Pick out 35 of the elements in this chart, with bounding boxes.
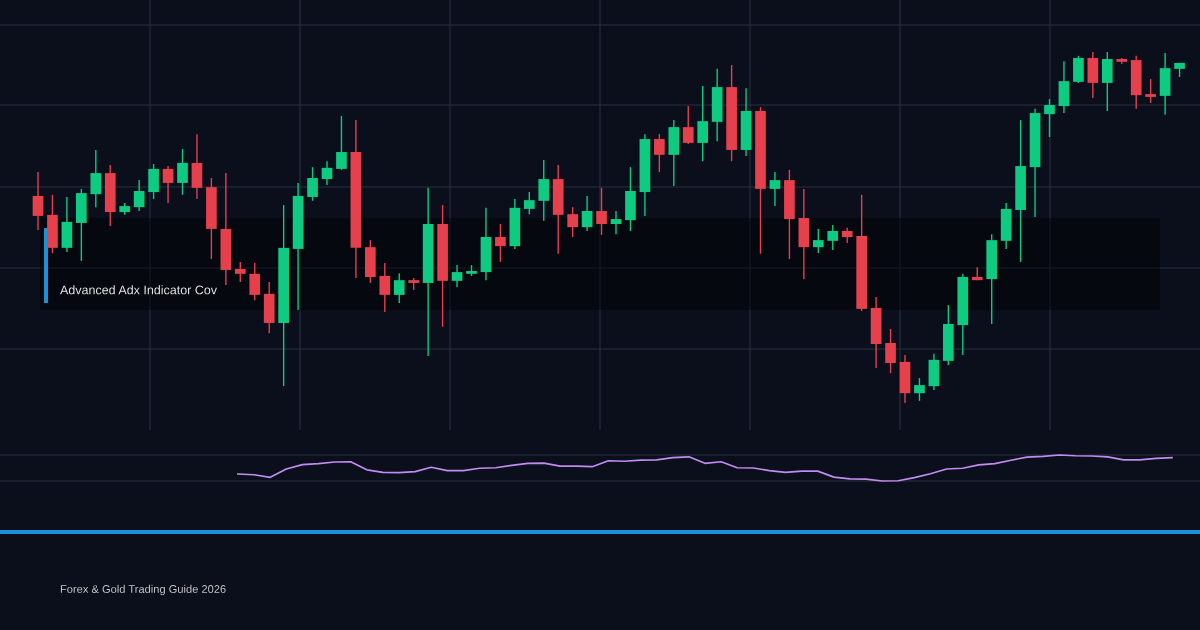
candlestick	[32, 171, 44, 231]
candlestick	[567, 206, 578, 238]
candlestick	[321, 160, 333, 186]
candlestick	[379, 262, 391, 313]
candlestick	[90, 149, 102, 208]
candlestick	[177, 148, 188, 196]
candlestick	[812, 228, 824, 254]
candlestick	[307, 166, 318, 202]
candlestick	[697, 85, 709, 162]
candlestick	[336, 115, 347, 171]
candlestick	[885, 328, 896, 374]
candlestick	[1044, 98, 1055, 138]
candlestick	[827, 224, 839, 251]
candlestick	[596, 187, 607, 236]
candlestick	[914, 377, 925, 402]
candlestick	[1073, 55, 1084, 84]
candlestick	[610, 210, 622, 235]
candlestick	[162, 165, 174, 204]
candlestick	[249, 262, 261, 301]
candlestick	[581, 195, 593, 232]
candlestick	[495, 223, 506, 263]
candlestick	[133, 179, 145, 212]
candlestick	[451, 264, 463, 288]
candlestick	[393, 272, 405, 304]
candlestick	[234, 261, 246, 283]
candlestick	[654, 133, 665, 173]
candlestick	[682, 105, 694, 145]
candlestick	[769, 171, 781, 207]
candlestick	[1145, 78, 1156, 104]
text: Forex & Gold Trading Guide 2026	[60, 584, 226, 596]
candlestick	[1101, 51, 1113, 112]
candlestick	[538, 159, 550, 222]
annotation: Advanced Adx Indicator Cov	[60, 285, 217, 295]
candlestick	[148, 163, 159, 200]
candlestick	[523, 191, 535, 215]
